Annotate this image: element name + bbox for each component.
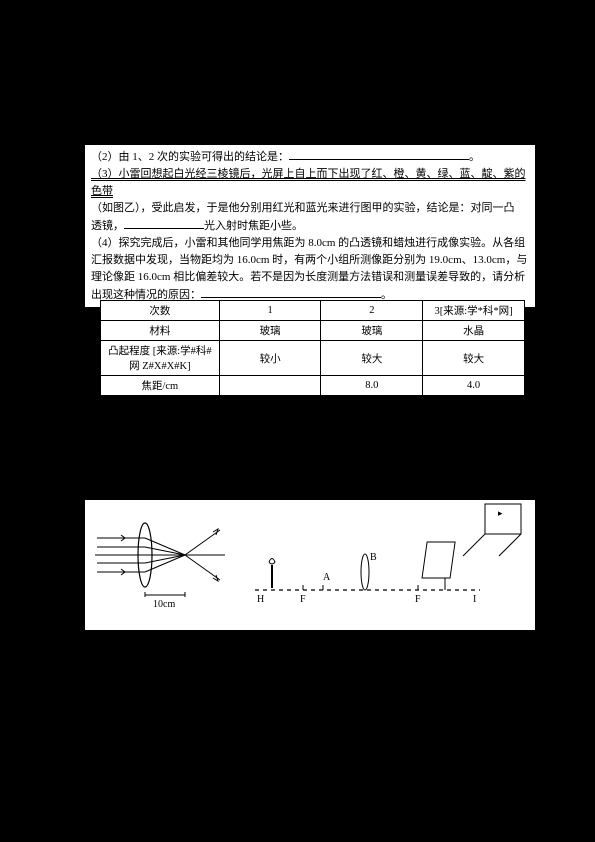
lens-focal-label: 10cm bbox=[153, 599, 175, 610]
cell: 较大 bbox=[423, 341, 525, 376]
table-row: 焦距/cm 8.0 4.0 bbox=[101, 376, 525, 396]
th-0: 次数 bbox=[101, 301, 220, 321]
th-3: 3[来源:学*科*网] bbox=[423, 301, 525, 321]
cell: 较大 bbox=[321, 341, 423, 376]
bench-label-F2: F bbox=[415, 594, 421, 605]
lens-diagram: 10cm bbox=[95, 523, 225, 610]
screen-icon bbox=[422, 542, 455, 590]
cell: 8.0 bbox=[321, 376, 423, 396]
diagram-block: 10cm H F A B F I bbox=[85, 500, 535, 630]
question-text-block: （2）由 1、2 次的实验可得出的结论是：。 （3）小雷回想起白光经三棱镜后，光… bbox=[85, 145, 535, 307]
q3-line3: 透镜，光入射时焦距小些。 bbox=[91, 217, 529, 235]
q4-line1: （4）探究完成后，小雷和其他同学用焦距为 8.0cm 的凸透镜和蜡烛进行成像实验… bbox=[91, 235, 529, 252]
cell: 玻璃 bbox=[219, 321, 321, 341]
cell: 玻璃 bbox=[321, 321, 423, 341]
q2-blank bbox=[289, 148, 469, 160]
cell bbox=[219, 376, 321, 396]
table-row: 材料 玻璃 玻璃 水晶 bbox=[101, 321, 525, 341]
bench-label-F1: F bbox=[300, 594, 306, 605]
q3-line1: （3）小雷回想起白光经三棱镜后，光屏上自上而下出现了红、橙、黄、绿、蓝、靛、紫的… bbox=[91, 166, 529, 200]
bench-label-I: I bbox=[473, 594, 476, 605]
cell: 焦距/cm bbox=[101, 376, 220, 396]
bench-label-B: B bbox=[370, 552, 377, 563]
candle-icon bbox=[269, 559, 275, 589]
bench-label-A: A bbox=[323, 572, 331, 583]
lens-b-icon bbox=[361, 554, 369, 590]
th-1: 1 bbox=[219, 301, 321, 321]
th-2: 2 bbox=[321, 301, 423, 321]
q4-line3: 理论像距 16.0cm 相比偏差较大。若不是因为长度测量方法错误和测量误差导致的… bbox=[91, 269, 529, 286]
q2-line: （2）由 1、2 次的实验可得出的结论是：。 bbox=[91, 148, 529, 166]
q4-blank bbox=[201, 286, 381, 298]
optical-bench: H F A B F I bbox=[255, 542, 480, 605]
small-screen-icon: ▸ bbox=[463, 504, 521, 556]
optics-diagram: 10cm H F A B F I bbox=[85, 500, 535, 630]
bench-label-H: H bbox=[257, 594, 264, 605]
table-row: 次数 1 2 3[来源:学*科*网] bbox=[101, 301, 525, 321]
cell: 水晶 bbox=[423, 321, 525, 341]
q4-line2: 汇报数据中发现，当物距均为 16.0cm 时，有两个小组所测像距分别为 19.0… bbox=[91, 252, 529, 269]
cell: 材料 bbox=[101, 321, 220, 341]
q3-blank bbox=[124, 217, 204, 229]
arrow-glyph: ▸ bbox=[498, 508, 503, 518]
experiment-table: 次数 1 2 3[来源:学*科*网] 材料 玻璃 玻璃 水晶 凸起程度 [来源:… bbox=[100, 300, 525, 396]
table-row: 凸起程度 [来源:学#科#网 Z#X#X#K] 较小 较大 较大 bbox=[101, 341, 525, 376]
cell: 4.0 bbox=[423, 376, 525, 396]
cell: 较小 bbox=[219, 341, 321, 376]
data-table-block: 次数 1 2 3[来源:学*科*网] 材料 玻璃 玻璃 水晶 凸起程度 [来源:… bbox=[100, 300, 525, 396]
cell: 凸起程度 [来源:学#科#网 Z#X#X#K] bbox=[101, 341, 220, 376]
q2-label: （2）由 1、2 次的实验可得出的结论是： bbox=[91, 151, 289, 163]
q3-line2: （如图乙），受此启发，于是他分别用红光和蓝光来进行图甲的实验，结论是：对同一凸 bbox=[91, 200, 529, 217]
